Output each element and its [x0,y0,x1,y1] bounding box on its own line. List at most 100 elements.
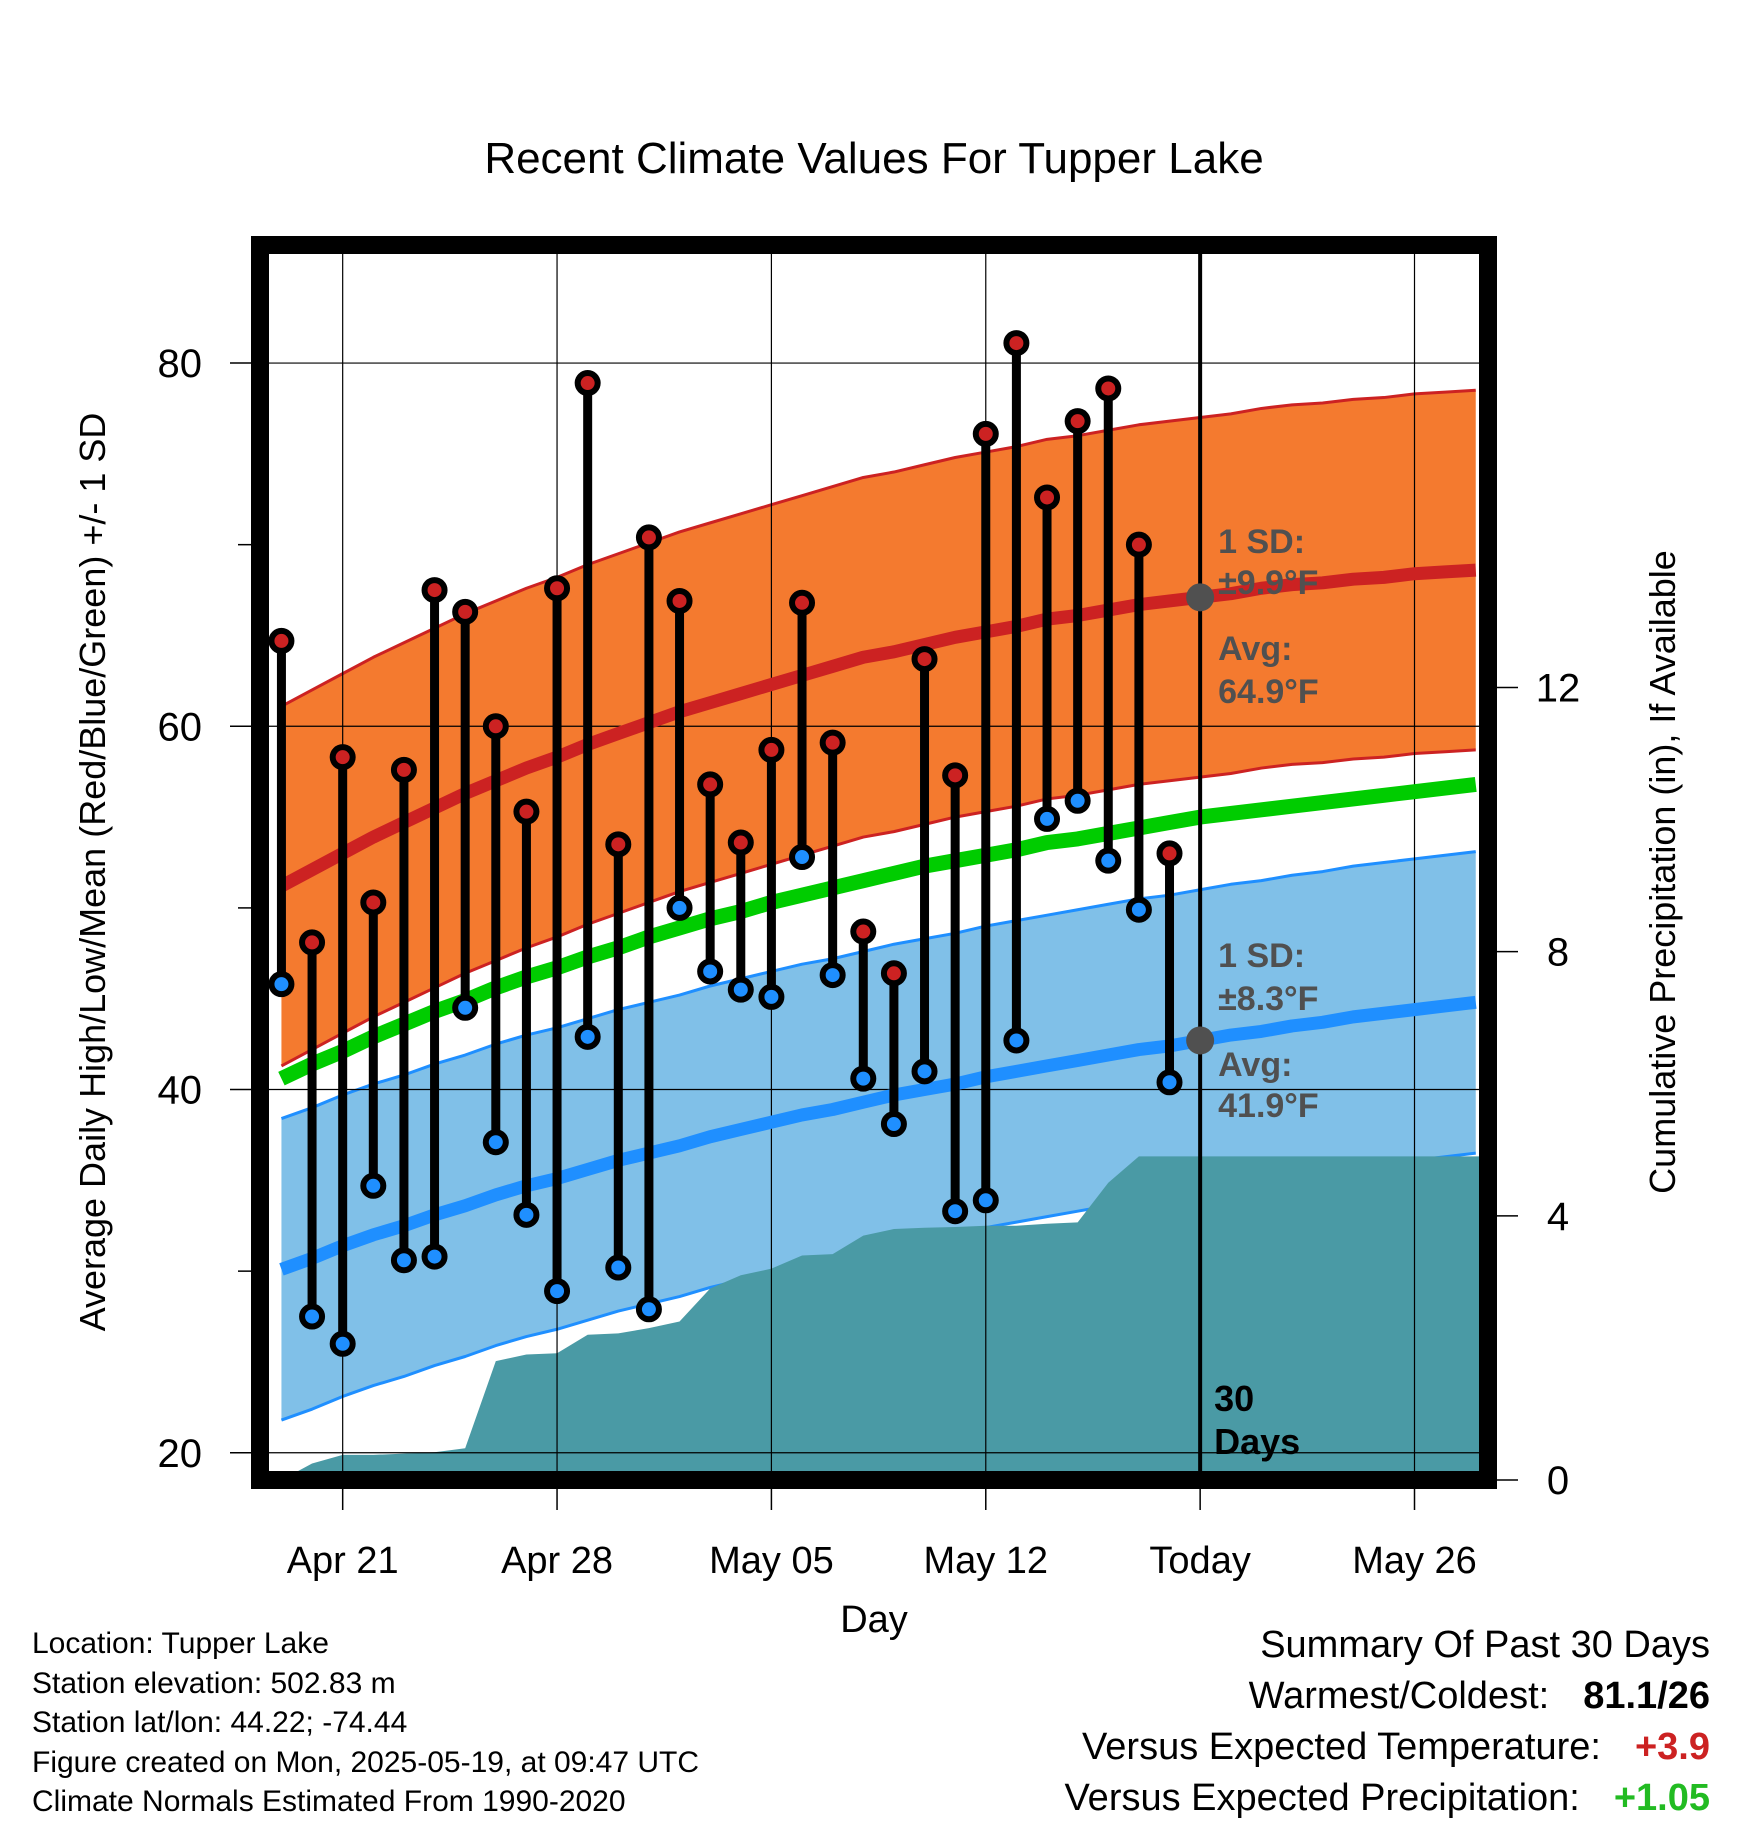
daily-high-point [1034,484,1061,511]
y-tick-label-right: 8 [1547,931,1569,975]
summary-panel: Summary Of Past 30 Days Warmest/Coldest:… [1064,1620,1710,1824]
x-tick-label: Today [1149,1540,1250,1582]
daily-high-point [942,762,969,789]
daily-low-point [727,976,754,1003]
x-tick-label: May 26 [1352,1540,1477,1582]
daily-low-point [1034,805,1061,832]
daily-low-point [390,1247,417,1274]
daily-high-point [1003,330,1030,357]
daily-high-point [850,918,877,945]
latlon-text: Station lat/lon: 44.22; -74.44 [32,1706,408,1739]
low-avg-label: Avg: [1218,1046,1292,1084]
daily-low-point [850,1065,877,1092]
low-sd-value: ±8.3°F [1218,980,1318,1018]
daily-high-point [544,575,571,602]
daily-low-point [1064,787,1091,814]
temp-value: +3.9 [1634,1726,1710,1768]
station-info: Location: Tupper Lake Station elevation:… [32,1624,699,1822]
high-sd-band [281,390,1476,1066]
today-high-avg-marker [1186,583,1215,612]
x-axis-label: Day [840,1599,908,1641]
daily-high-point [421,577,448,604]
daily-high-point [789,589,816,616]
daily-low-point [1125,896,1152,923]
daily-high-point [972,420,999,447]
daily-high-point [1064,408,1091,435]
summary-precip-row: Versus Expected Precipitation: +1.05 [1064,1773,1710,1824]
daily-low-point [360,1172,387,1199]
daily-high-point [452,598,479,625]
low-upper-sd-line [280,850,1476,1120]
high-lower-sd-line [280,748,1476,1068]
daily-low-point [635,1296,662,1323]
y-axis-label-left: Average Daily High/Low/Mean (Red/Blue/Gr… [72,413,113,1332]
daily-high-point [360,889,387,916]
today-low-avg-marker [1186,1026,1215,1055]
elevation-text: Station elevation: 502.83 m [32,1666,396,1700]
daily-low-point [789,844,816,871]
summary-warmest-row: Warmest/Coldest: 81.1/26 [1064,1671,1710,1722]
daily-low-point [697,958,724,985]
y-tick-label-right: 4 [1547,1195,1569,1239]
low-sd-label: 1 SD: [1218,937,1305,975]
daily-high-point [1095,375,1122,402]
high-avg-value: 64.9°F [1218,673,1319,711]
high-avg-label: Avg: [1218,630,1292,668]
daily-high-point [329,744,356,771]
x-tick-label: May 12 [923,1540,1048,1582]
y-tick-label-left: 80 [158,342,203,386]
y-tick-label-left: 60 [158,705,203,749]
y-tick-label-right: 12 [1536,666,1581,710]
daily-low-point [880,1111,907,1138]
daily-high-point [574,370,601,397]
daily-low-point [1095,847,1122,874]
daily-low-point [605,1254,632,1281]
summary-temp-row: Versus Expected Temperature: +3.9 [1064,1722,1710,1773]
daily-high-point [666,587,693,614]
warmest-label: Warmest/Coldest: [1248,1675,1550,1717]
daily-high-point [819,729,846,756]
low-avg-value: 41.9°F [1218,1087,1319,1125]
daily-low-point [942,1198,969,1225]
daily-low-point [819,962,846,989]
x-tick-label: Apr 28 [501,1540,613,1582]
daily-low-point [666,894,693,921]
daily-high-point [268,627,295,654]
daily-low-point [972,1187,999,1214]
y-tick-label-left: 40 [158,1069,203,1113]
daily-low-point [1003,1027,1030,1054]
daily-high-point [1156,840,1183,867]
days-label-number: 30 [1214,1378,1254,1419]
precip-label: Versus Expected Precipitation: [1064,1777,1580,1819]
high-sd-label: 1 SD: [1218,523,1305,561]
daily-low-point [482,1129,509,1156]
x-tick-label: May 05 [709,1540,834,1582]
normal-high-line [278,563,1477,892]
daily-low-point [911,1058,938,1085]
daily-high-point [697,771,724,798]
y-tick-label-left: 20 [158,1432,203,1476]
plot-frame [251,236,1497,1489]
daily-low-point [268,971,295,998]
chart-title: Recent Climate Values For Tupper Lake [484,134,1263,183]
high-upper-sd-line [280,388,1476,708]
normal-mean-line [278,776,1477,1086]
daily-high-point [911,646,938,673]
x-tick-label: Apr 21 [287,1540,399,1582]
daily-high-point [299,929,326,956]
daily-high-point [390,756,417,783]
daily-low-point [329,1330,356,1357]
summary-title: Summary Of Past 30 Days [1260,1624,1710,1666]
normals-text: Climate Normals Estimated From 1990-2020 [32,1785,626,1818]
temp-label: Versus Expected Temperature: [1082,1726,1601,1768]
high-sd-value: ±9.9°F [1218,564,1318,602]
daily-low-point [299,1303,326,1330]
y-tick-label-right: 0 [1547,1459,1569,1503]
daily-low-point [758,983,785,1010]
daily-high-point [727,829,754,856]
daily-high-point [482,713,509,740]
daily-low-point [421,1243,448,1270]
daily-low-point [574,1023,601,1050]
